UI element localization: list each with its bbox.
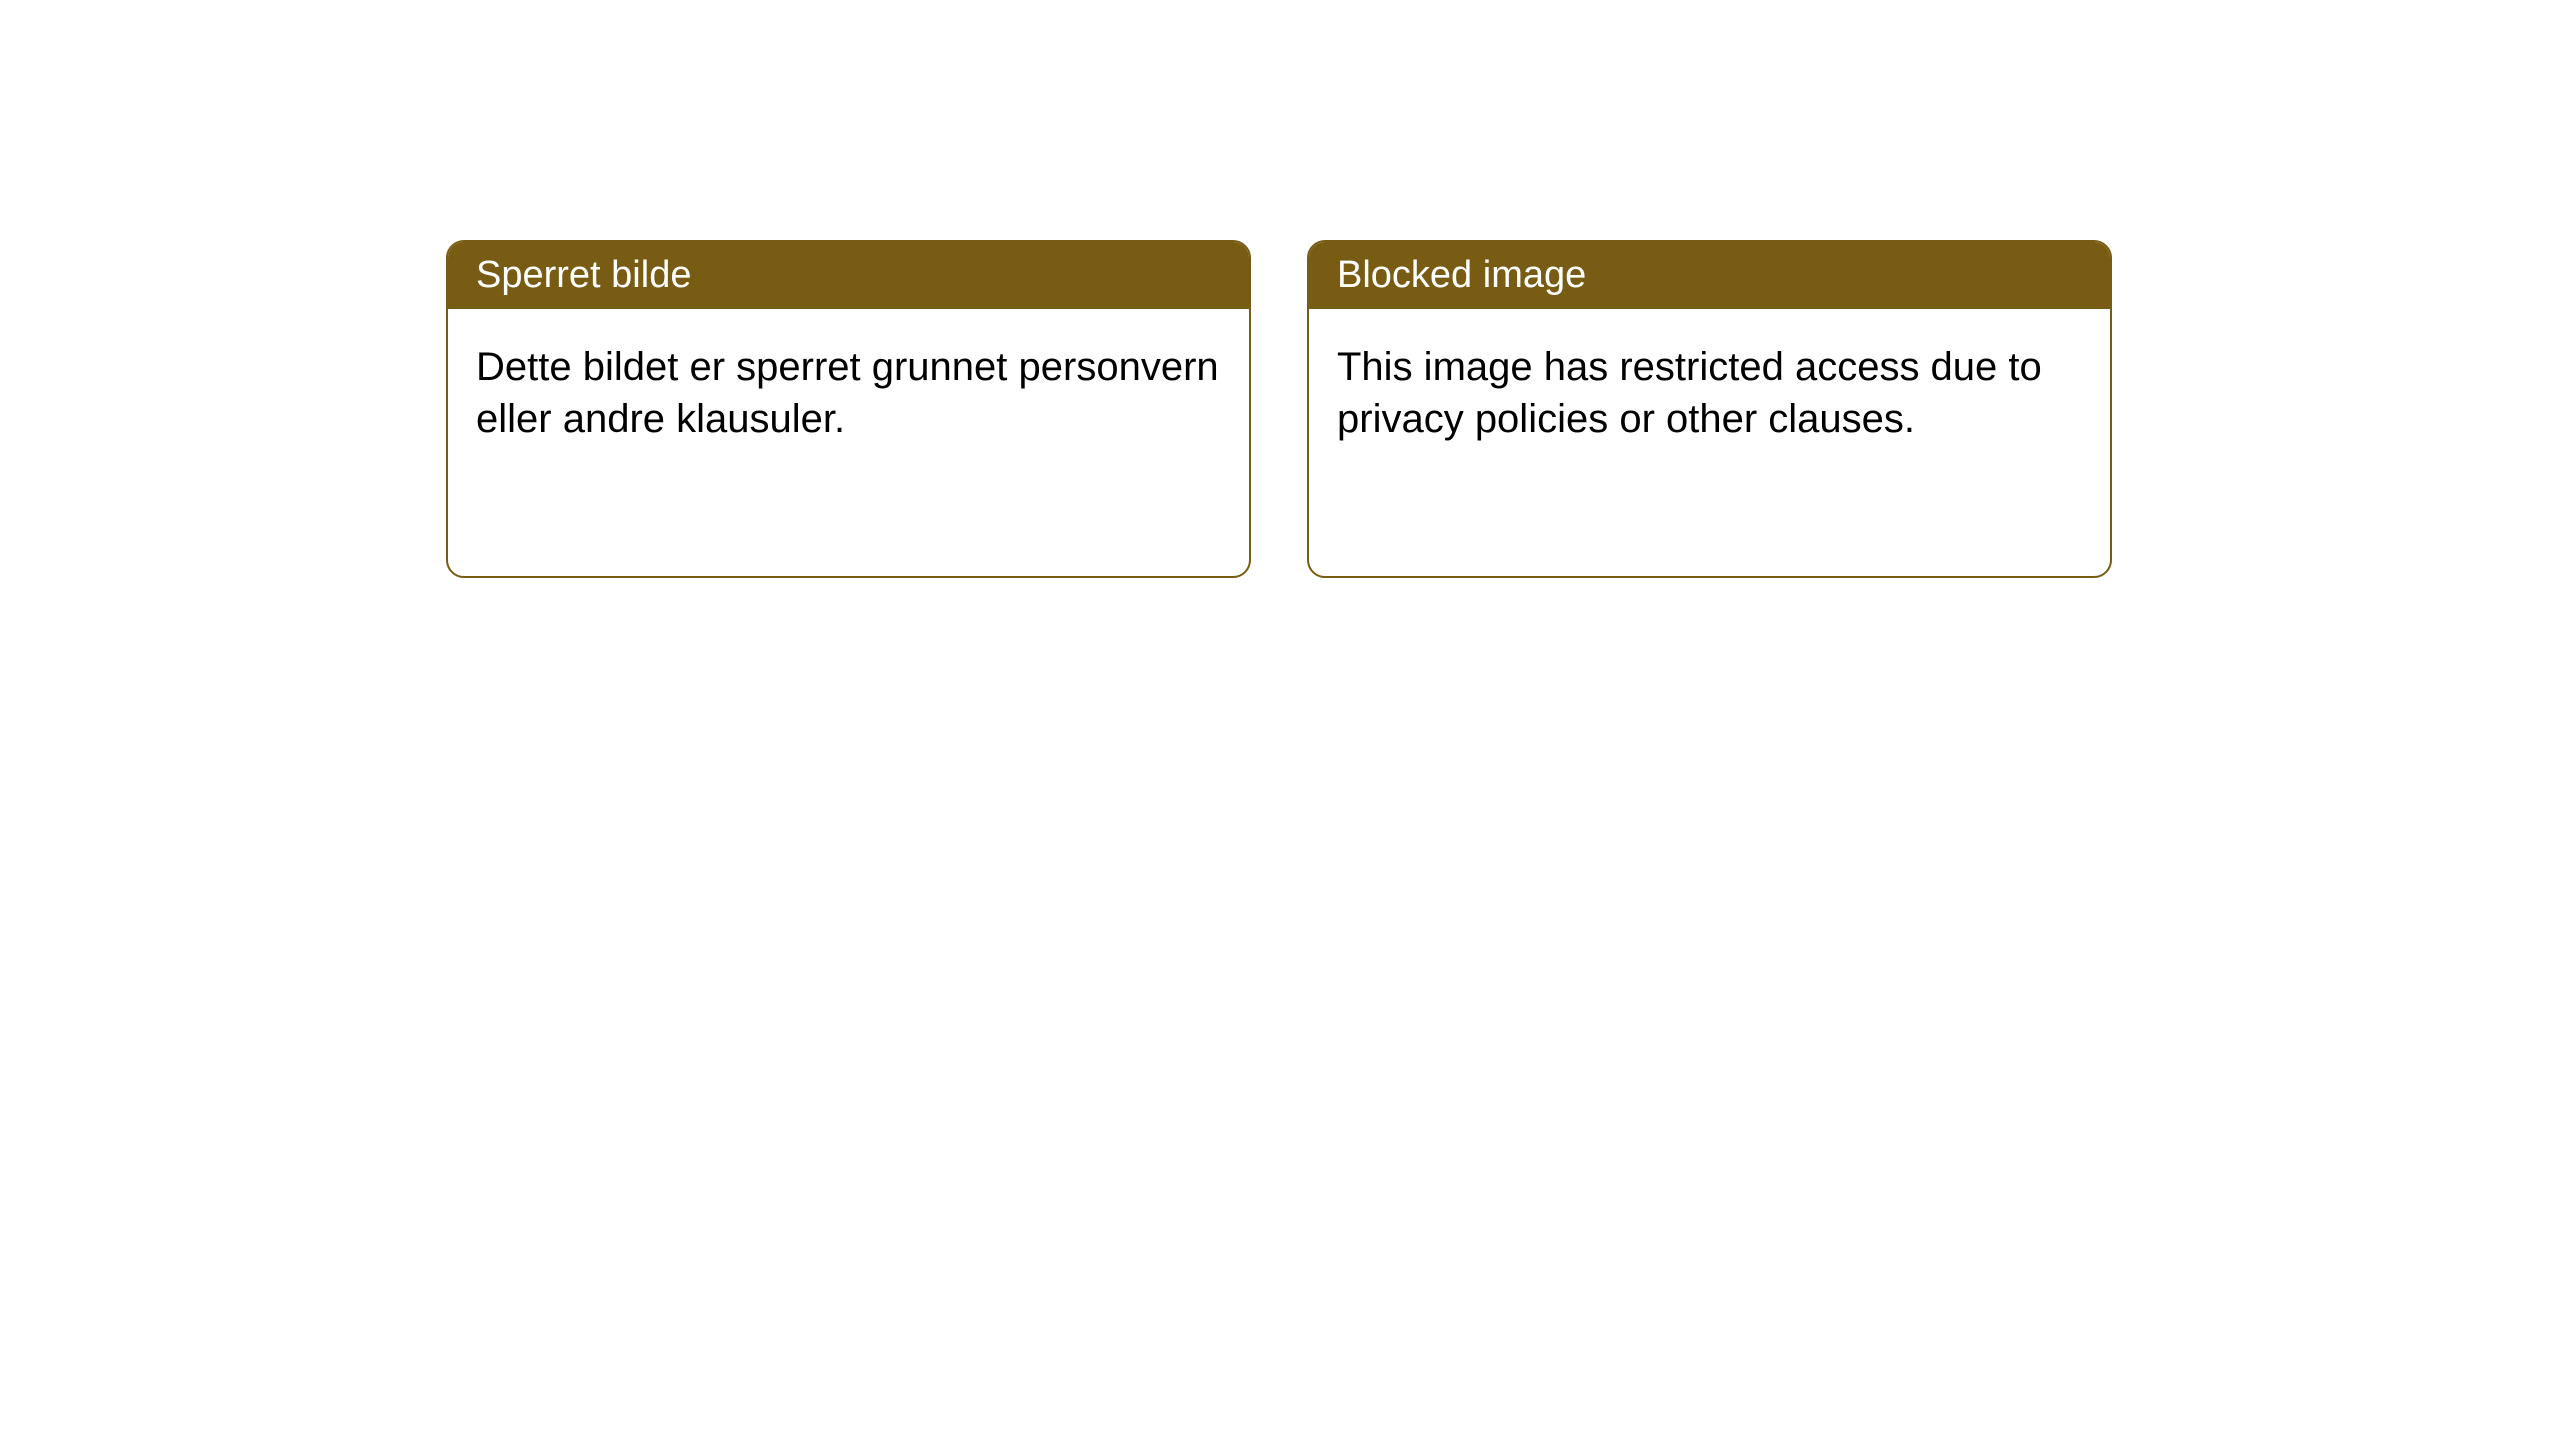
notice-card-norwegian: Sperret bilde Dette bildet er sperret gr… <box>446 240 1251 578</box>
notice-body: This image has restricted access due to … <box>1309 309 2110 477</box>
notice-header: Sperret bilde <box>448 242 1249 309</box>
notice-message: This image has restricted access due to … <box>1337 345 2042 441</box>
notice-title: Sperret bilde <box>476 254 691 296</box>
notice-title: Blocked image <box>1337 254 1586 296</box>
notice-cards-container: Sperret bilde Dette bildet er sperret gr… <box>446 240 2112 578</box>
notice-header: Blocked image <box>1309 242 2110 309</box>
notice-card-english: Blocked image This image has restricted … <box>1307 240 2112 578</box>
notice-message: Dette bildet er sperret grunnet personve… <box>476 345 1219 441</box>
notice-body: Dette bildet er sperret grunnet personve… <box>448 309 1249 477</box>
